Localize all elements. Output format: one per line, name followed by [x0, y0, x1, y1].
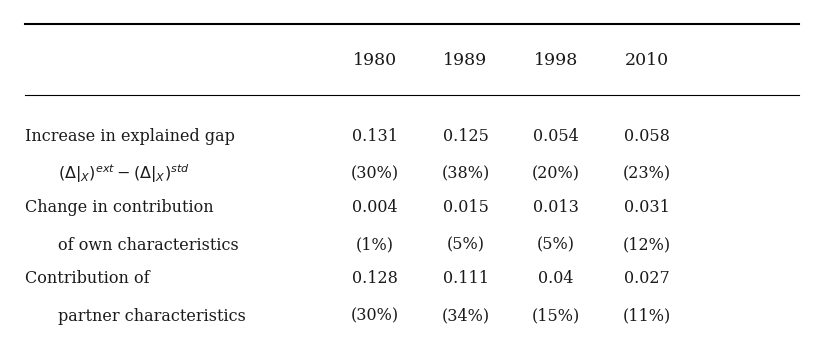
Text: (23%): (23%)	[623, 166, 671, 183]
Text: (34%): (34%)	[442, 308, 489, 324]
Text: (15%): (15%)	[532, 308, 580, 324]
Text: 0.131: 0.131	[352, 128, 398, 145]
Text: (1%): (1%)	[356, 237, 394, 254]
Text: 0.027: 0.027	[624, 270, 670, 287]
Text: 0.125: 0.125	[442, 128, 489, 145]
Text: 0.111: 0.111	[442, 270, 489, 287]
Text: 0.013: 0.013	[533, 199, 579, 216]
Text: (11%): (11%)	[623, 308, 671, 324]
Text: $(\Delta|_X)^{ext} - (\Delta|_X)^{std}$: $(\Delta|_X)^{ext} - (\Delta|_X)^{std}$	[58, 163, 190, 186]
Text: (30%): (30%)	[351, 308, 399, 324]
Text: (30%): (30%)	[351, 166, 399, 183]
Text: of own characteristics: of own characteristics	[58, 237, 238, 254]
Text: (38%): (38%)	[442, 166, 489, 183]
Text: 0.054: 0.054	[533, 128, 579, 145]
Text: 0.04: 0.04	[538, 270, 574, 287]
Text: 0.015: 0.015	[442, 199, 489, 216]
Text: 1980: 1980	[353, 52, 397, 69]
Text: Increase in explained gap: Increase in explained gap	[25, 128, 235, 145]
Text: 0.058: 0.058	[624, 128, 670, 145]
Text: 0.004: 0.004	[352, 199, 398, 216]
Text: (12%): (12%)	[623, 237, 671, 254]
Text: 2010: 2010	[625, 52, 669, 69]
Text: Change in contribution: Change in contribution	[25, 199, 213, 216]
Text: (5%): (5%)	[447, 237, 485, 254]
Text: Contribution of: Contribution of	[25, 270, 149, 287]
Text: 1989: 1989	[443, 52, 488, 69]
Text: 0.031: 0.031	[624, 199, 670, 216]
Text: 1998: 1998	[534, 52, 578, 69]
Text: partner characteristics: partner characteristics	[58, 308, 246, 324]
Text: 0.128: 0.128	[352, 270, 398, 287]
Text: (5%): (5%)	[537, 237, 575, 254]
Text: (20%): (20%)	[532, 166, 580, 183]
